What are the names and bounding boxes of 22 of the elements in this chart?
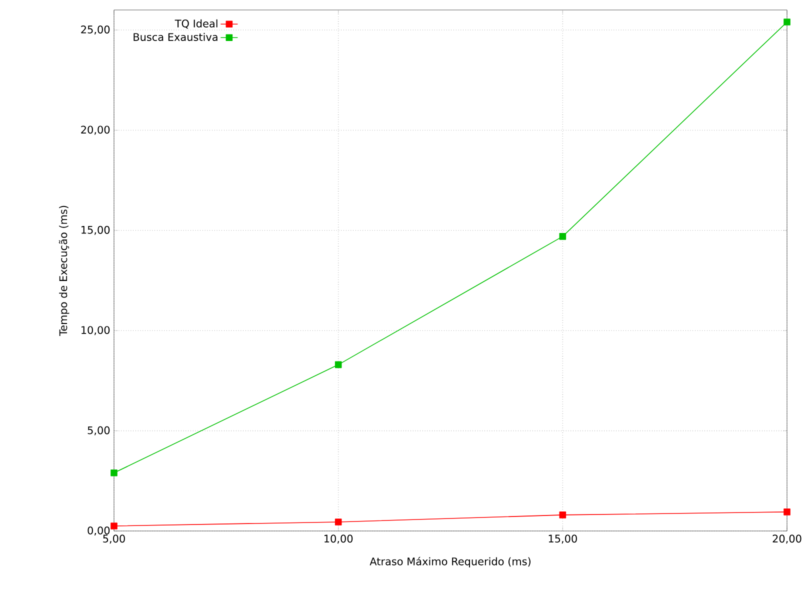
x-tick-label: 5,00 — [103, 534, 125, 544]
y-tick-label: 10,00 — [82, 326, 110, 336]
y-tick-label: 20,00 — [81, 126, 110, 135]
point — [110, 522, 118, 530]
x-tick-label: 15,00 — [548, 534, 577, 544]
point — [784, 18, 790, 26]
point — [559, 233, 566, 240]
point — [334, 518, 342, 526]
x-tick-label: 20,00 — [772, 534, 802, 544]
point — [784, 508, 790, 516]
y-tick-label: 0,00 — [88, 526, 110, 536]
y-tick-label: 15,00 — [82, 226, 110, 235]
point — [334, 361, 342, 368]
point — [110, 469, 118, 476]
legend-label: TQ Ideal — [174, 19, 218, 29]
x-axis-title: Atraso Máximo Requerido (ms) — [370, 556, 530, 568]
legend-label: Busca Exaustiva — [134, 32, 218, 41]
x-tick-label: 10,00 — [324, 534, 353, 544]
y-tick-label: 25,00 — [81, 26, 110, 35]
y-tick-label: 5,00 — [88, 426, 110, 436]
point — [559, 512, 566, 518]
y-axis-title: Tempo de Execução (ms) — [58, 206, 70, 336]
